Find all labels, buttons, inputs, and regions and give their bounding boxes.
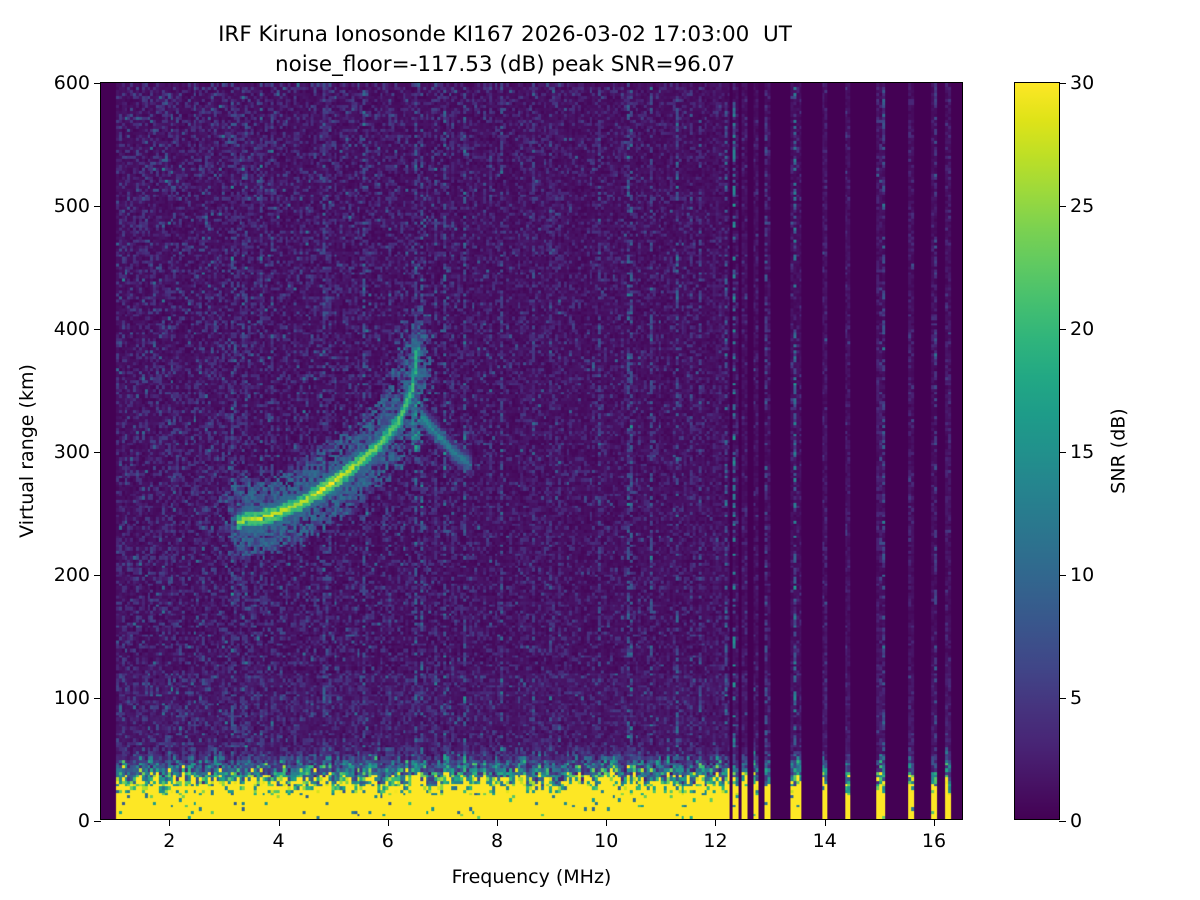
x-tick-label: 2: [163, 830, 176, 852]
y-tick: [94, 83, 101, 84]
colorbar-gradient: [1015, 83, 1059, 819]
colorbar-tick-label: 0: [1070, 810, 1083, 832]
y-tick: [94, 329, 101, 330]
y-tick: [94, 698, 101, 699]
y-axis-label-text: Virtual range (km): [16, 364, 38, 538]
colorbar-tick-label: 5: [1070, 687, 1083, 709]
colorbar-label-text: SNR (dB): [1108, 408, 1130, 494]
x-tick: [387, 819, 389, 826]
x-tick: [824, 819, 826, 826]
x-tick: [278, 819, 280, 826]
colorbar-tick-label: 10: [1070, 564, 1095, 586]
colorbar-tick: [1059, 575, 1066, 576]
colorbar-tick: [1059, 329, 1066, 330]
ionogram-heatmap: [101, 83, 962, 819]
colorbar-tick: [1059, 698, 1066, 699]
y-tick-label: 300: [53, 441, 90, 463]
x-tick-label: 6: [381, 830, 394, 852]
plot-area: 0 100 200 300 400 500 600 2 4 6 8 10 12 14 16: [54, 72, 963, 852]
colorbar-tick: [1059, 83, 1066, 84]
x-tick-label: 4: [272, 830, 285, 852]
title-line-1: IRF Kiruna Ionosonde KI167 2026-03-02 17…: [218, 22, 792, 47]
y-tick: [94, 575, 101, 576]
y-tick-label: 200: [53, 564, 90, 586]
x-tick-label: 14: [812, 830, 837, 852]
colorbar-tick: [1059, 206, 1066, 207]
x-axis-label: Frequency (MHz): [451, 866, 612, 888]
title-line-2: noise_floor=-117.53 (dB) peak SNR=96.07: [274, 52, 736, 77]
colorbar-tick-label: 20: [1070, 318, 1095, 340]
x-tick-label: 16: [921, 830, 947, 852]
colorbar-tick: [1059, 821, 1066, 822]
colorbar: 0 5 10 15 20 25 30: [1014, 72, 1094, 832]
x-tick: [606, 819, 608, 826]
y-tick-label: 100: [53, 687, 90, 709]
x-tick: [496, 819, 498, 826]
x-tick-label: 10: [594, 830, 619, 852]
colorbar-label: SNR (dB): [1106, 82, 1132, 820]
colorbar-tick-label: 25: [1070, 195, 1095, 217]
y-tick: [94, 821, 101, 822]
y-tick-label: 500: [53, 195, 90, 217]
y-tick-label: 0: [77, 810, 90, 832]
y-tick: [94, 206, 101, 207]
x-tick-label: 12: [703, 830, 728, 852]
y-tick-label: 600: [53, 72, 90, 94]
y-tick-label: 400: [53, 318, 90, 340]
x-tick: [933, 819, 935, 826]
x-tick: [715, 819, 717, 826]
colorbar-tick-label: 15: [1070, 441, 1095, 463]
colorbar-tick-label: 30: [1070, 72, 1095, 94]
x-tick-label: 8: [490, 830, 504, 852]
y-axis-label: Virtual range (km): [14, 82, 40, 820]
x-tick: [169, 819, 171, 826]
figure-title: IRF Kiruna Ionosonde KI167 2026-03-02 17…: [0, 20, 1010, 80]
y-tick: [94, 452, 101, 453]
colorbar-tick: [1059, 452, 1066, 453]
